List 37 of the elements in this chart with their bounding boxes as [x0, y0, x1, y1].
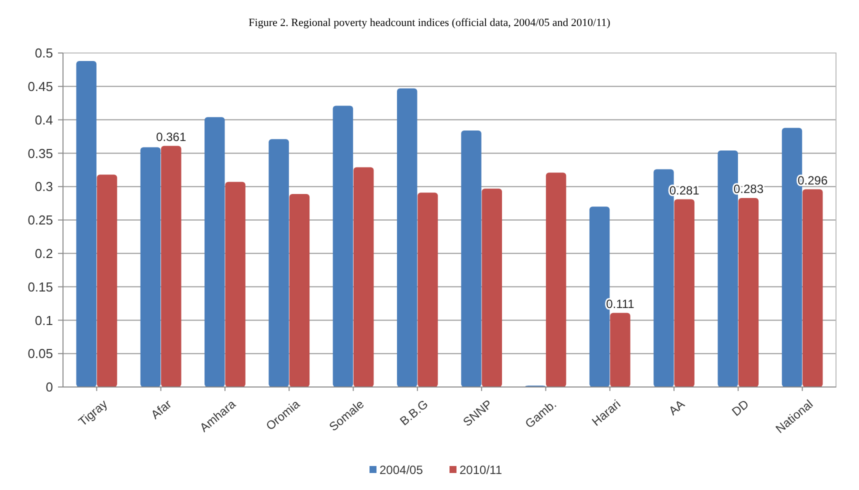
y-tick-label: 0.05 — [28, 346, 53, 362]
bar — [225, 182, 246, 387]
bar — [461, 130, 482, 387]
y-tick-label: 0.15 — [28, 279, 53, 294]
bar — [674, 199, 694, 387]
y-tick-label: 0 — [46, 380, 53, 395]
bar — [802, 189, 823, 387]
y-tick-label: 0.45 — [28, 78, 53, 94]
bar — [418, 192, 438, 387]
y-tick-label: 0.5 — [34, 46, 53, 61]
y-tick-label: 0.2 — [34, 246, 53, 261]
chart-title: Figure 2. Regional poverty headcount indices (official data, 2004/05 and 2010/11) — [248, 17, 611, 29]
bar — [161, 146, 182, 387]
bar — [738, 198, 759, 387]
bar — [204, 117, 225, 387]
x-tick-label: DD — [729, 396, 752, 419]
x-tick-label: Afar — [148, 397, 174, 422]
y-tick-label: 0.4 — [34, 112, 53, 128]
bar — [332, 106, 354, 387]
y-tick-label: 0.35 — [28, 146, 53, 161]
bar — [140, 147, 161, 387]
data-label: 0.361 — [156, 130, 186, 144]
y-tick-label: 0.3 — [34, 179, 53, 194]
x-tick-label: AA — [666, 397, 688, 418]
y-tick-label: 0.1 — [34, 312, 53, 328]
bar — [396, 88, 418, 387]
bar — [76, 61, 96, 387]
bar — [96, 174, 118, 387]
legend-label: 2010/11 — [460, 463, 502, 477]
bar — [268, 139, 289, 387]
bar — [546, 172, 566, 387]
bar — [610, 312, 630, 387]
bar — [353, 167, 374, 387]
bar — [482, 188, 502, 387]
y-tick-label: 0.25 — [28, 212, 53, 228]
legend-label: 2004/05 — [380, 463, 424, 477]
bar — [289, 194, 310, 387]
